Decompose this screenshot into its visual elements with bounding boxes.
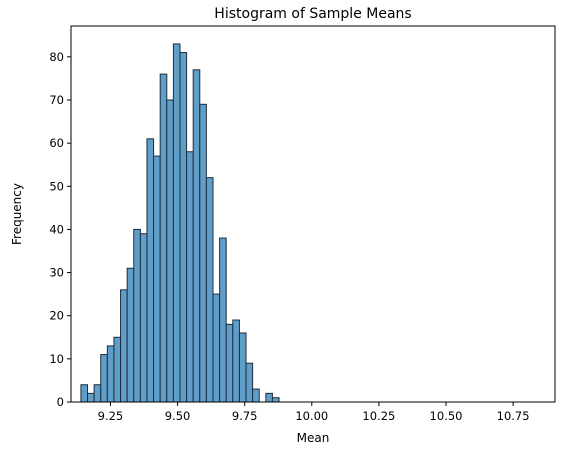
histogram-bar bbox=[159, 73, 168, 403]
histogram-bar bbox=[126, 267, 135, 403]
histogram-bar bbox=[238, 332, 247, 403]
y-axis-label: Frequency bbox=[10, 183, 24, 245]
histogram-bar bbox=[186, 151, 194, 403]
y-tick-label: 0 bbox=[57, 395, 64, 409]
plot-frame bbox=[70, 25, 556, 403]
bars-group bbox=[80, 43, 280, 403]
histogram-bar bbox=[192, 69, 201, 403]
histogram-bar bbox=[113, 336, 122, 403]
histogram-bar bbox=[120, 289, 128, 403]
y-tick-label: 20 bbox=[49, 309, 64, 323]
histogram-bar bbox=[212, 293, 221, 403]
histogram-bar bbox=[133, 228, 141, 403]
histogram-bar bbox=[106, 345, 115, 403]
x-tick-label: 10.00 bbox=[295, 409, 328, 423]
histogram-bar bbox=[199, 103, 207, 403]
histogram-bar bbox=[252, 388, 260, 403]
x-tick-label: 9.75 bbox=[232, 409, 258, 423]
x-tick-label: 10.25 bbox=[362, 409, 395, 423]
y-tick-label: 50 bbox=[49, 179, 64, 193]
histogram-bar bbox=[172, 43, 181, 403]
x-tick-label: 9.50 bbox=[165, 409, 191, 423]
histogram-bar bbox=[179, 52, 188, 403]
histogram-bar bbox=[219, 237, 227, 403]
x-axis-ticks: 9.25 9.50 9.75 10.00 10.25 10.50 10.75 bbox=[98, 402, 530, 423]
histogram-bar bbox=[232, 319, 240, 403]
x-tick-label: 9.25 bbox=[98, 409, 124, 423]
x-tick-label: 10.75 bbox=[497, 409, 530, 423]
histogram-bar bbox=[80, 384, 89, 403]
histogram-bar bbox=[205, 177, 214, 403]
histogram-bar bbox=[87, 392, 95, 403]
chart-title: Histogram of Sample Means bbox=[214, 6, 411, 22]
y-tick-label: 40 bbox=[49, 222, 64, 236]
histogram-bar bbox=[265, 392, 273, 403]
y-tick-label: 70 bbox=[49, 93, 64, 107]
x-tick-label: 10.50 bbox=[430, 409, 463, 423]
x-axis-label: Mean bbox=[297, 431, 330, 445]
y-axis-ticks: 0 10 20 30 40 50 60 70 80 bbox=[49, 50, 71, 409]
histogram-bar bbox=[93, 384, 102, 403]
histogram-bar bbox=[245, 362, 254, 403]
histogram-bar bbox=[166, 99, 174, 403]
histogram-bar bbox=[146, 138, 155, 403]
y-tick-label: 10 bbox=[49, 352, 64, 366]
histogram-bar bbox=[225, 323, 234, 403]
histogram-bar bbox=[139, 233, 148, 403]
histogram-bar bbox=[153, 155, 161, 403]
y-tick-label: 60 bbox=[49, 136, 64, 150]
y-tick-label: 30 bbox=[49, 266, 64, 280]
histogram-bar bbox=[100, 354, 108, 403]
y-tick-label: 80 bbox=[49, 50, 64, 64]
histogram-bar bbox=[271, 397, 280, 403]
